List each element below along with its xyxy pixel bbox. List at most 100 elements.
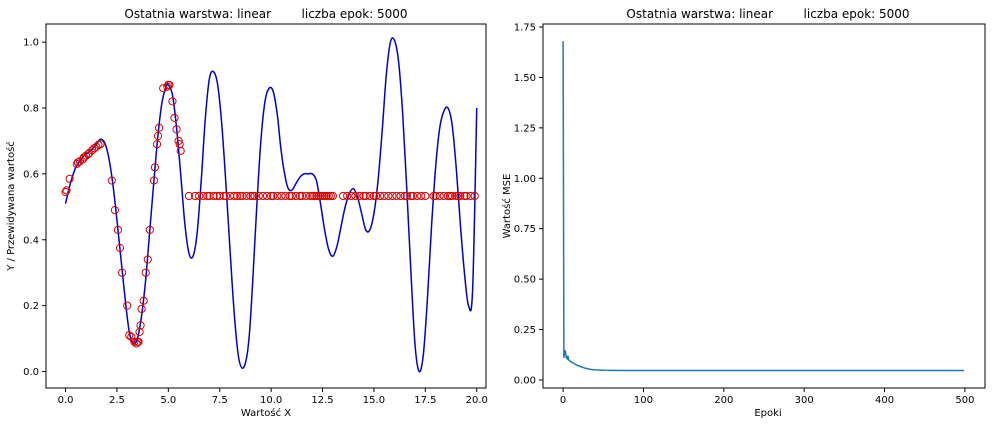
- chart-left-scatter-point: [230, 191, 239, 201]
- chart-left-xtick-label: 2.5: [109, 395, 125, 406]
- chart-left-scatter-point: [343, 191, 352, 201]
- chart-left-scatter-point: [413, 191, 422, 201]
- chart-left-scatter-point: [143, 255, 152, 264]
- chart-left-scatter-point: [429, 191, 438, 201]
- chart-left-scatter-point: [246, 191, 255, 201]
- chart-left-scatter-point: [417, 191, 426, 201]
- chart-left-scatter-point: [137, 304, 146, 314]
- chart-left-scatter-point: [318, 191, 327, 201]
- chart-left-scatter-point: [347, 191, 356, 201]
- chart-left-scatter-point: [439, 191, 448, 201]
- chart-left-ytick-label: 1.0: [23, 38, 39, 49]
- chart-left-scatter-point: [445, 191, 455, 201]
- chart-left-scatter-point: [287, 191, 296, 201]
- chart-left-scatter-point: [380, 191, 389, 201]
- chart-left-scatter-point: [174, 136, 183, 146]
- chart-left-scatter-point: [435, 191, 444, 201]
- chart-left-scatter-point: [326, 191, 335, 201]
- chart-left-ytick-label: 0.4: [23, 235, 39, 246]
- chart-left-scatter-point: [65, 174, 74, 183]
- chart-left-scatter-point: [170, 113, 179, 122]
- chart-left-scatter-point: [61, 187, 70, 197]
- chart-right-ylabel: Wartość MSE: [501, 174, 513, 239]
- chart-left-xtick-label: 17.5: [414, 395, 436, 406]
- chart-left-xtick-label: 15.0: [363, 395, 385, 406]
- chart-left-ytick-label: 0.2: [23, 301, 39, 312]
- chart-right-frame: [542, 23, 986, 389]
- chart-left-scatter-point: [125, 331, 134, 340]
- chart-left-scatter-point: [291, 191, 300, 201]
- chart-left-scatter-point: [295, 191, 305, 201]
- chart-right-series-line: [562, 41, 965, 372]
- chart-left-scatter-point: [452, 191, 461, 201]
- chart-right-xtick-label: 0: [560, 395, 566, 406]
- chart-left-scatter-point: [267, 191, 276, 201]
- chart-left-scatter-point: [447, 191, 457, 201]
- chart-left-scatter-point: [190, 191, 200, 201]
- chart-right-ytick-label: 0.50: [514, 275, 536, 286]
- chart-left-scatter-point: [273, 191, 282, 201]
- chart-left-scatter-point: [141, 268, 150, 277]
- chart-left-scatter-point: [242, 191, 251, 201]
- chart-left-scatter-point: [110, 206, 119, 215]
- chart-left-scatter-point: [388, 191, 397, 201]
- chart-left-scatter-point: [369, 191, 379, 201]
- chart-left-scatter-point: [308, 191, 317, 201]
- chart-left-scatter-point: [172, 125, 181, 134]
- chart-left-scatter-point: [351, 191, 360, 201]
- chart-left-scatter-point: [250, 191, 259, 201]
- chart-left-scatter-point: [361, 191, 370, 201]
- chart-left-scatter-point: [152, 140, 162, 149]
- chart-right-ytick-label: 1.25: [514, 123, 536, 134]
- chart-right-ytick-label: 1.75: [514, 23, 536, 34]
- chart-left-scatter-point: [154, 123, 164, 132]
- chart-left-scatter-point: [355, 191, 364, 201]
- chart-left: Ostatnia warstwa: linear liczba epok: 50…: [5, 7, 488, 419]
- chart-left-plot-area: 0.0 2.5 5.0 7.5 10.0 12.5 15.0 17.5 20.0 0.0 0.2 0.…: [23, 37, 488, 406]
- chart-left-scatter-point: [400, 191, 409, 201]
- chart-right-xtick-label: 200: [714, 395, 733, 406]
- chart-left-scatter-point: [113, 225, 123, 234]
- chart-right-xtick-label: 500: [955, 395, 974, 406]
- chart-left-scatter-point: [371, 191, 381, 201]
- chart-right-ytick-label: 1.00: [514, 174, 536, 185]
- chart-left-scatter-point: [297, 191, 307, 201]
- chart-left-scatter-point: [136, 321, 145, 330]
- chart-left-scatter-point: [456, 191, 465, 201]
- chart-left-scatter-point: [376, 191, 385, 201]
- chart-left-scatter-point: [431, 191, 440, 201]
- chart-left-scatter-point: [462, 191, 471, 201]
- chart-left-scatter-point: [421, 191, 430, 201]
- chart-left-scatter-point: [285, 191, 294, 201]
- chart-right-ytick-label: 1.50: [514, 73, 536, 84]
- chart-left-scatter-point: [134, 337, 143, 346]
- chart-left-xtick-label: 12.5: [311, 395, 333, 406]
- chart-left-scatter-point: [153, 131, 163, 141]
- chart-left-scatter-point: [324, 191, 333, 201]
- chart-left-scatter-point: [408, 191, 418, 201]
- chart-left-scatter-point: [277, 191, 286, 201]
- chart-left-scatter-point: [443, 191, 453, 201]
- chart-left-scatter-point: [115, 243, 125, 253]
- chart-right-xlabel: Epoki: [754, 408, 781, 419]
- chart-left-scatter-point: [92, 142, 101, 151]
- chart-left-scatter-point: [402, 191, 411, 201]
- chart-left-scatter-point: [236, 191, 245, 201]
- chart-left-scatter-point: [215, 191, 224, 201]
- chart-right-xtick-label: 400: [875, 395, 894, 406]
- chart-left-scatter-point: [209, 191, 218, 201]
- chart-right-xtick-label: 300: [795, 395, 814, 406]
- chart-left-scatter-point: [107, 176, 116, 185]
- chart-left-scatter-point: [262, 191, 272, 201]
- chart-right-ytick-label: 0.00: [514, 375, 536, 386]
- chart-left-scatter-point: [168, 97, 177, 106]
- chart-left-frame: [45, 23, 487, 389]
- chart-left-scatter-point: [199, 191, 208, 201]
- chart-left-ytick-label: 0.0: [23, 367, 39, 378]
- chart-left-scatter-point: [248, 191, 257, 201]
- chart-left-scatter-point: [221, 191, 231, 201]
- chart-left-scatter-point: [359, 191, 368, 201]
- chart-left-scatter-point: [233, 191, 242, 201]
- chart-left-scatter-point: [203, 191, 212, 201]
- chart-left-scatter-point: [470, 191, 479, 201]
